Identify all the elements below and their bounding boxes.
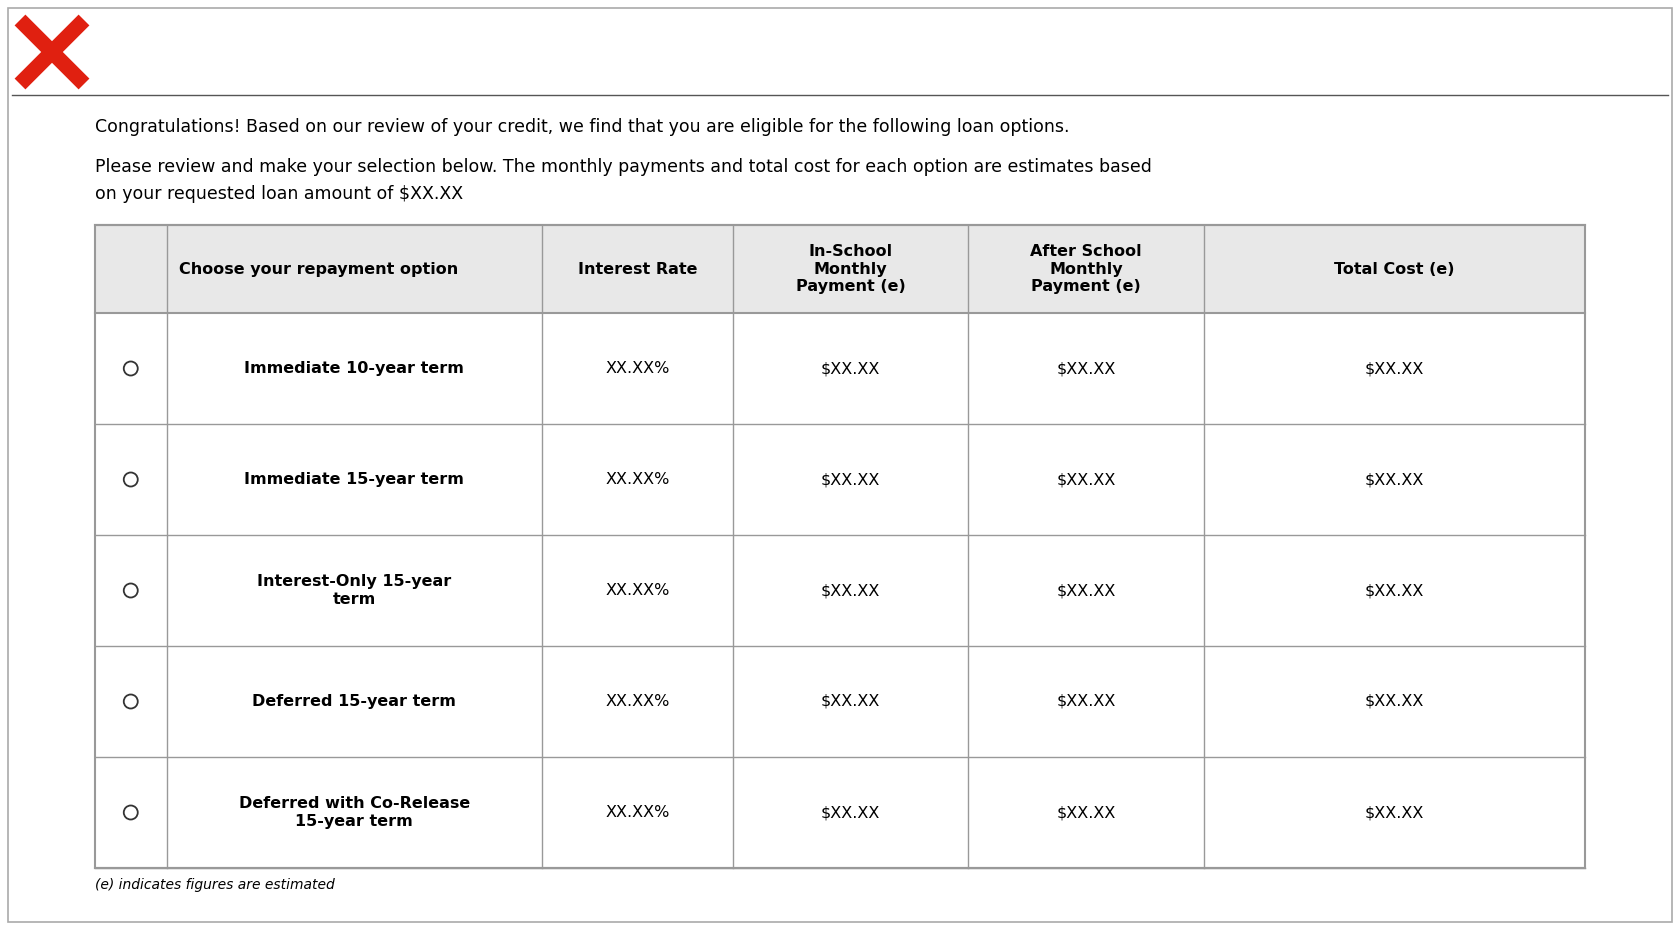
Bar <box>96 225 1584 868</box>
Text: Interest-Only 15-year
term: Interest-Only 15-year term <box>257 575 452 606</box>
Text: Congratulations! Based on our review of your credit, we find that you are eligib: Congratulations! Based on our review of … <box>96 118 1070 136</box>
Text: $XX.XX: $XX.XX <box>1364 805 1425 820</box>
Text: $XX.XX: $XX.XX <box>822 472 880 487</box>
Text: $XX.XX: $XX.XX <box>1057 361 1116 376</box>
Text: $XX.XX: $XX.XX <box>822 361 880 376</box>
Text: After School
Monthly
Payment (e): After School Monthly Payment (e) <box>1030 244 1142 294</box>
Text: Immediate 15-year term: Immediate 15-year term <box>244 472 464 487</box>
Text: Total Cost (e): Total Cost (e) <box>1334 261 1455 276</box>
Text: XX.XX%: XX.XX% <box>605 583 670 598</box>
Text: $XX.XX: $XX.XX <box>1057 805 1116 820</box>
Text: $XX.XX: $XX.XX <box>1364 694 1425 709</box>
Text: $XX.XX: $XX.XX <box>1364 583 1425 598</box>
Text: In-School
Monthly
Payment (e): In-School Monthly Payment (e) <box>796 244 906 294</box>
Text: $XX.XX: $XX.XX <box>1057 694 1116 709</box>
Text: XX.XX%: XX.XX% <box>605 694 670 709</box>
Text: $XX.XX: $XX.XX <box>822 694 880 709</box>
Text: Immediate 10-year term: Immediate 10-year term <box>244 361 464 376</box>
Text: $XX.XX: $XX.XX <box>1364 472 1425 487</box>
Text: Deferred 15-year term: Deferred 15-year term <box>252 694 457 709</box>
Text: $XX.XX: $XX.XX <box>1057 583 1116 598</box>
Text: XX.XX%: XX.XX% <box>605 805 670 820</box>
Text: $XX.XX: $XX.XX <box>1364 361 1425 376</box>
Text: Deferred with Co-Release
15-year term: Deferred with Co-Release 15-year term <box>239 796 470 829</box>
Text: Choose your repayment option: Choose your repayment option <box>178 261 459 276</box>
Text: Please review and make your selection below. The monthly payments and total cost: Please review and make your selection be… <box>96 158 1152 176</box>
Text: Interest Rate: Interest Rate <box>578 261 697 276</box>
Text: XX.XX%: XX.XX% <box>605 472 670 487</box>
Text: $XX.XX: $XX.XX <box>822 583 880 598</box>
Text: XX.XX%: XX.XX% <box>605 361 670 376</box>
Text: (e) indicates figures are estimated: (e) indicates figures are estimated <box>96 878 334 892</box>
Bar <box>96 225 1584 313</box>
Text: $XX.XX: $XX.XX <box>822 805 880 820</box>
Text: on your requested loan amount of $XX.XX: on your requested loan amount of $XX.XX <box>96 185 464 203</box>
Text: $XX.XX: $XX.XX <box>1057 472 1116 487</box>
